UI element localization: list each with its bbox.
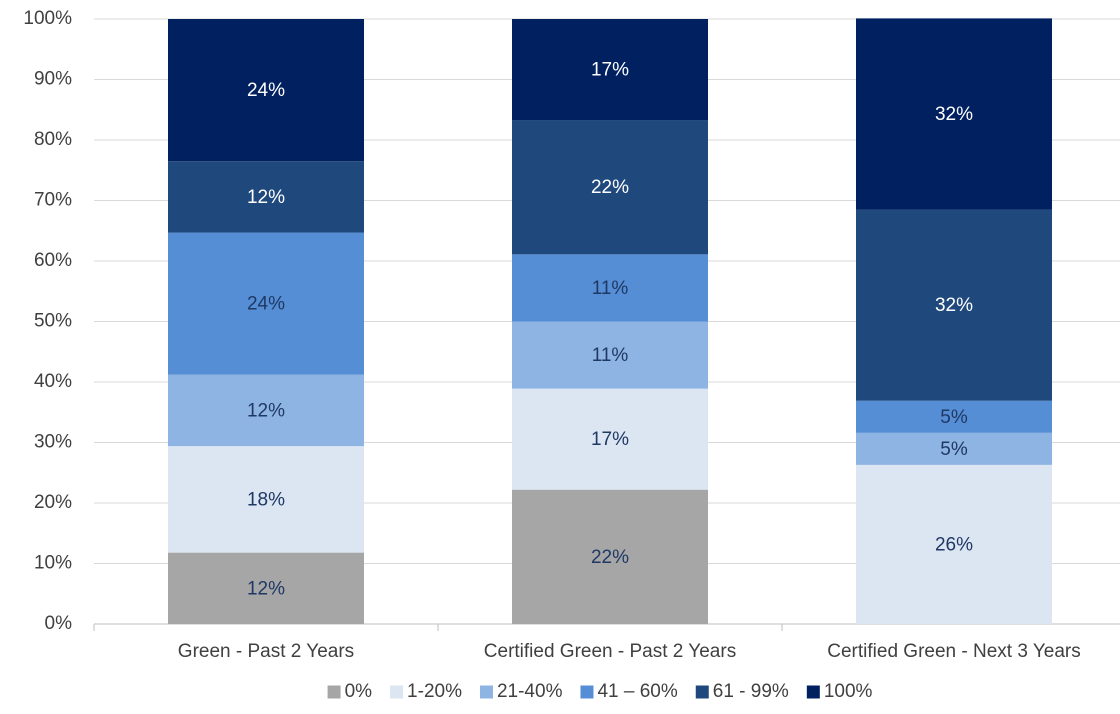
bar-segment [168, 232, 364, 375]
data-label: 26% [935, 534, 973, 555]
legend-label: 41 – 60% [597, 681, 677, 702]
y-tick-label: 90% [34, 69, 72, 90]
bar-segment [168, 552, 364, 624]
y-tick-label: 40% [34, 371, 72, 392]
legend-label: 21-40% [497, 681, 563, 702]
bar-segment [168, 161, 364, 233]
legend-label: 0% [345, 681, 373, 702]
bar-segment [856, 18, 1052, 210]
bar-segment [856, 432, 1052, 465]
y-tick-label: 50% [34, 311, 72, 332]
legend-swatch [479, 685, 493, 699]
legend-swatch [327, 685, 341, 699]
y-tick-label: 10% [34, 553, 72, 574]
bar-segment [512, 489, 708, 624]
bar-segment [512, 19, 708, 121]
data-label: 12% [247, 400, 285, 421]
data-label: 24% [247, 294, 285, 315]
data-label: 5% [940, 439, 968, 460]
y-tick-label: 0% [45, 613, 73, 634]
bar-segment [168, 446, 364, 553]
bar-segment [168, 374, 364, 447]
data-label: 32% [935, 104, 973, 125]
data-label: 22% [591, 547, 629, 568]
bar-segment [512, 120, 708, 255]
bar-segment [856, 464, 1052, 624]
y-tick-label: 30% [34, 432, 72, 453]
bar-segment [168, 19, 364, 162]
y-tick-label: 70% [34, 190, 72, 211]
legend-swatch [390, 685, 404, 699]
bar-segment [512, 321, 708, 389]
data-label: 11% [592, 345, 629, 366]
legend-label: 61 - 99% [713, 681, 789, 702]
data-label: 24% [247, 80, 285, 101]
data-label: 12% [247, 578, 285, 599]
y-tick-label: 100% [23, 8, 72, 29]
data-label: 5% [940, 407, 968, 428]
legend-label: 1-20% [407, 681, 462, 702]
bar-segment [856, 400, 1052, 433]
bar-segment [512, 254, 708, 322]
y-tick-label: 80% [34, 129, 72, 150]
data-label: 11% [592, 278, 629, 299]
x-tick-label: Certified Green - Next 3 Years [827, 641, 1080, 662]
y-tick-label: 60% [34, 250, 72, 271]
y-tick-label: 20% [34, 492, 72, 513]
data-label: 32% [935, 295, 973, 316]
x-tick-label: Certified Green - Past 2 Years [484, 641, 736, 662]
bar-segment [512, 388, 708, 490]
legend-swatch [806, 685, 820, 699]
data-label: 17% [591, 429, 629, 450]
legend-swatch [580, 685, 594, 699]
legend-label: 100% [824, 681, 873, 702]
legend-swatch [695, 685, 709, 699]
data-label: 12% [247, 187, 285, 208]
data-label: 22% [591, 177, 629, 198]
data-label: 17% [591, 60, 629, 81]
data-label: 18% [247, 489, 285, 510]
bar-segment [856, 209, 1052, 401]
x-tick-label: Green - Past 2 Years [178, 641, 354, 662]
